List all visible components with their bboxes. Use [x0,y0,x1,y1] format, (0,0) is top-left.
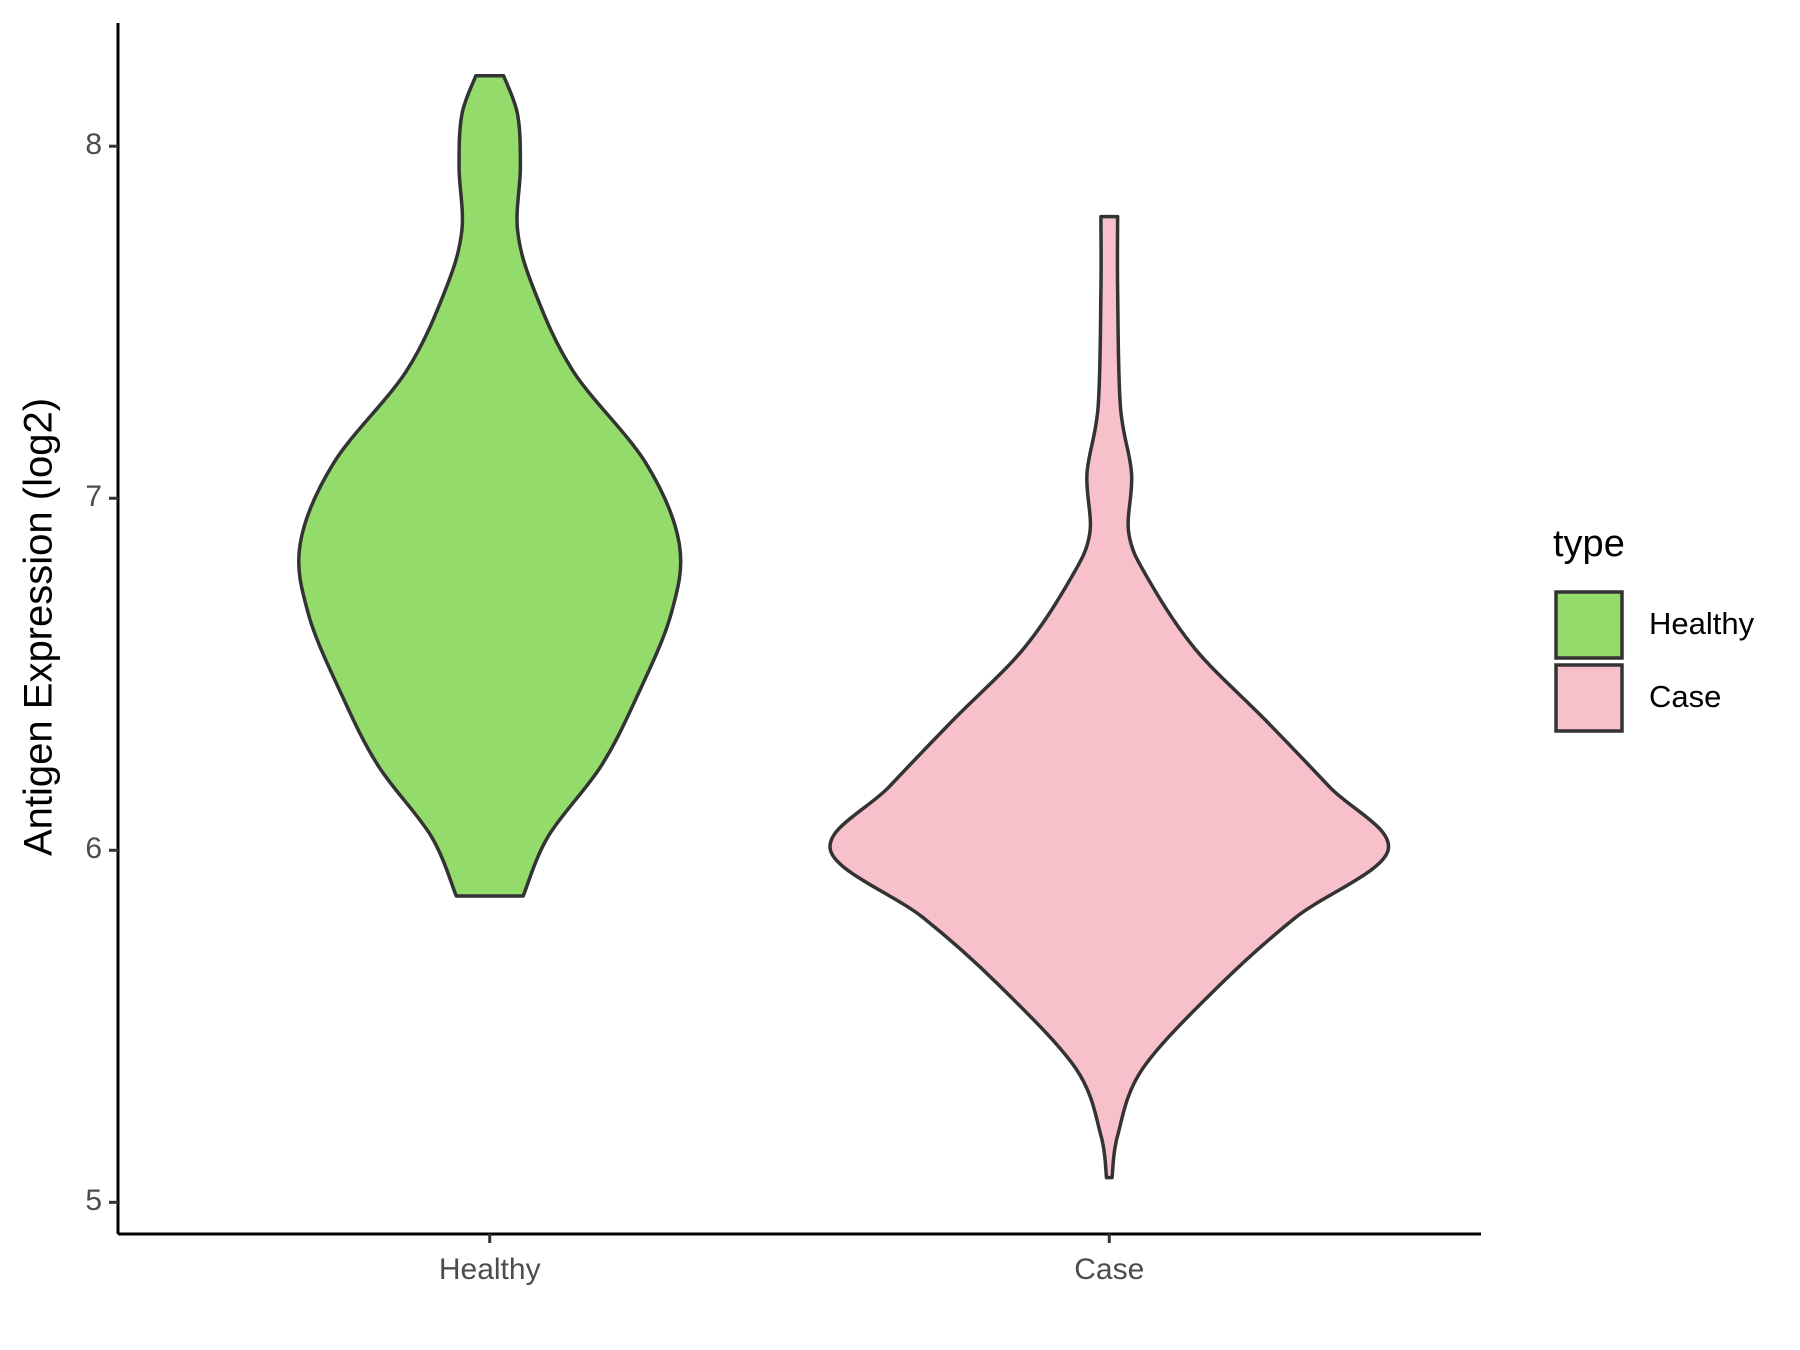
x-tick-label: Healthy [439,1253,541,1286]
legend-key [1554,590,1624,660]
violin [828,214,1391,1180]
y-tick-label: 7 [85,480,102,513]
y-tick-label: 8 [85,128,102,161]
y-tick-label: 5 [85,1184,102,1217]
x-tick-label: Case [1074,1253,1144,1286]
legend-key [1554,663,1624,733]
y-tick-label: 6 [85,832,102,865]
legend-title: type [1553,523,1625,565]
legend-label: Case [1649,679,1721,714]
violin [296,74,683,898]
y-axis-label: Antigen Expression (log2) [17,398,61,856]
legend-label: Healthy [1649,606,1755,641]
